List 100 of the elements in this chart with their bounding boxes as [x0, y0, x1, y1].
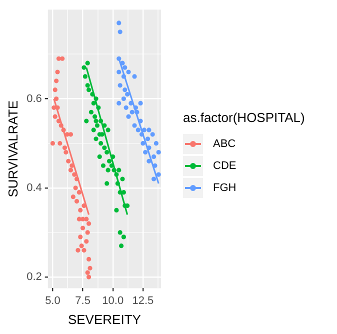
point — [151, 176, 156, 182]
point — [85, 230, 90, 235]
point — [125, 92, 130, 97]
point — [98, 141, 104, 146]
point — [156, 150, 161, 155]
point — [84, 216, 89, 222]
x-axis-title: SEVEREITY — [68, 312, 142, 327]
x-tick-label: 5.0 — [45, 294, 60, 307]
point — [91, 100, 96, 106]
point — [118, 230, 122, 235]
point — [134, 110, 140, 114]
point — [76, 248, 80, 253]
point — [54, 78, 59, 84]
point — [70, 194, 76, 200]
point — [61, 128, 66, 132]
point — [142, 128, 146, 132]
point — [84, 118, 89, 124]
point — [52, 88, 58, 92]
point — [85, 270, 90, 275]
point — [98, 118, 104, 124]
point — [121, 190, 126, 195]
point — [102, 145, 107, 150]
point — [66, 158, 71, 164]
point — [116, 168, 122, 172]
point — [73, 186, 78, 190]
point — [92, 114, 98, 119]
x-tick-label: 12.5 — [132, 294, 154, 307]
point — [136, 128, 140, 132]
y-tick-label: 0.2 — [26, 271, 42, 284]
point — [104, 150, 110, 155]
point — [116, 70, 122, 74]
point — [120, 60, 125, 66]
point — [88, 110, 94, 114]
point — [126, 70, 131, 74]
point — [118, 30, 122, 34]
point — [139, 132, 144, 137]
point — [102, 123, 107, 128]
x-tick-label: 10.0 — [102, 294, 124, 307]
point — [94, 96, 98, 102]
point — [84, 239, 89, 244]
point — [146, 145, 152, 150]
point — [114, 208, 119, 212]
point — [94, 118, 98, 124]
point — [85, 83, 90, 88]
point — [116, 56, 122, 61]
point — [156, 172, 161, 177]
point — [132, 74, 137, 79]
point — [86, 221, 92, 226]
point — [128, 100, 134, 106]
point — [82, 203, 86, 208]
point — [143, 150, 148, 155]
point — [116, 100, 122, 106]
legend-label: ABC — [213, 138, 236, 150]
point — [120, 176, 125, 182]
point — [50, 141, 56, 146]
point — [150, 132, 155, 137]
point — [88, 266, 92, 270]
point — [82, 248, 86, 253]
point — [140, 141, 146, 146]
point — [74, 198, 80, 204]
point — [106, 168, 110, 172]
point — [86, 88, 92, 92]
point — [138, 100, 143, 106]
point — [130, 110, 134, 114]
point — [118, 83, 122, 88]
legend-title: as.factor(HOSPITAL) — [183, 110, 305, 125]
point — [76, 190, 82, 195]
point — [133, 105, 138, 110]
point — [110, 154, 116, 159]
point — [121, 96, 126, 102]
point — [70, 163, 74, 168]
point — [146, 128, 152, 132]
point — [106, 158, 112, 164]
point — [94, 136, 98, 142]
point — [72, 172, 77, 177]
point — [54, 96, 59, 102]
point — [78, 234, 83, 240]
point — [55, 105, 60, 110]
point — [82, 74, 88, 79]
point — [145, 136, 150, 142]
point — [132, 123, 137, 128]
point — [86, 274, 92, 280]
point — [58, 123, 64, 128]
point — [152, 163, 158, 168]
y-tick-label: 0.6 — [26, 92, 42, 105]
point — [78, 208, 83, 212]
point — [154, 141, 158, 146]
point — [60, 56, 65, 61]
point — [62, 145, 68, 150]
point — [118, 244, 124, 248]
point — [109, 163, 114, 168]
point — [58, 141, 62, 146]
point — [115, 181, 120, 186]
y-tick-label: 0.4 — [26, 182, 42, 194]
point — [68, 168, 74, 172]
point — [121, 234, 126, 240]
point — [121, 74, 126, 79]
point — [116, 20, 122, 26]
point — [122, 65, 128, 70]
point — [122, 88, 128, 92]
